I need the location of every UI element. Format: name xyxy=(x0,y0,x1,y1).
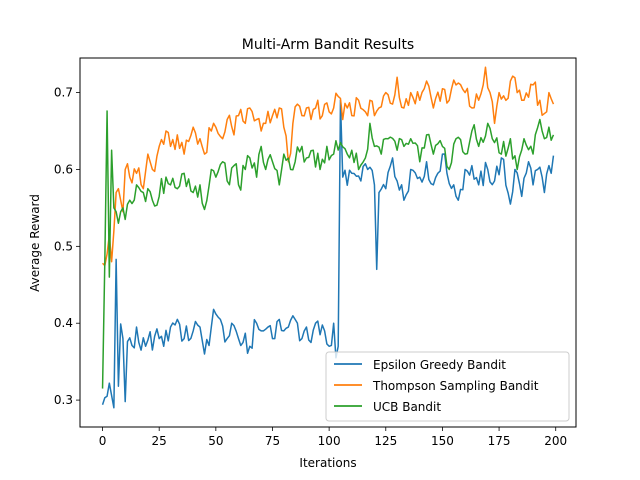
y-tick-label: 0.6 xyxy=(54,162,73,176)
y-axis-label: Average Reward xyxy=(28,194,42,292)
plot-series xyxy=(101,66,555,409)
x-tick-label: 100 xyxy=(318,434,341,448)
legend-label-ucb: UCB Bandit xyxy=(373,400,441,414)
x-axis-label: Iterations xyxy=(299,456,356,470)
chart-title: Multi-Arm Bandit Results xyxy=(242,37,414,53)
x-tick-label: 150 xyxy=(431,434,454,448)
y-tick-label: 0.5 xyxy=(54,239,73,253)
legend-frame xyxy=(325,351,570,422)
x-tick-label: 175 xyxy=(488,434,511,448)
legend-label-thompson-sampling: Thompson Sampling Bandit xyxy=(372,379,539,393)
x-tick-label: 0 xyxy=(99,434,107,448)
x-axis: 0 25 50 75 100 125 150 175 200 xyxy=(99,427,567,448)
x-tick-label: 50 xyxy=(208,434,223,448)
series-line-epsilon-greedy-bandit xyxy=(101,99,555,409)
y-tick-label: 0.3 xyxy=(54,393,73,407)
series-line-ucb-bandit xyxy=(101,110,555,389)
series-line-thompson-sampling-bandit xyxy=(102,66,555,267)
x-tick-label: 200 xyxy=(544,434,567,448)
x-tick-label: 25 xyxy=(152,434,167,448)
legend: Epsilon Greedy Bandit Thompson Sampling … xyxy=(325,351,570,422)
x-tick-label: 125 xyxy=(374,434,397,448)
y-tick-label: 0.7 xyxy=(54,86,73,100)
legend-label-epsilon-greedy: Epsilon Greedy Bandit xyxy=(373,358,506,372)
y-tick-label: 0.4 xyxy=(54,316,73,330)
x-tick-label: 75 xyxy=(265,434,280,448)
y-axis: 0.3 0.4 0.5 0.6 0.7 xyxy=(54,86,80,407)
plot-frame xyxy=(79,57,577,428)
